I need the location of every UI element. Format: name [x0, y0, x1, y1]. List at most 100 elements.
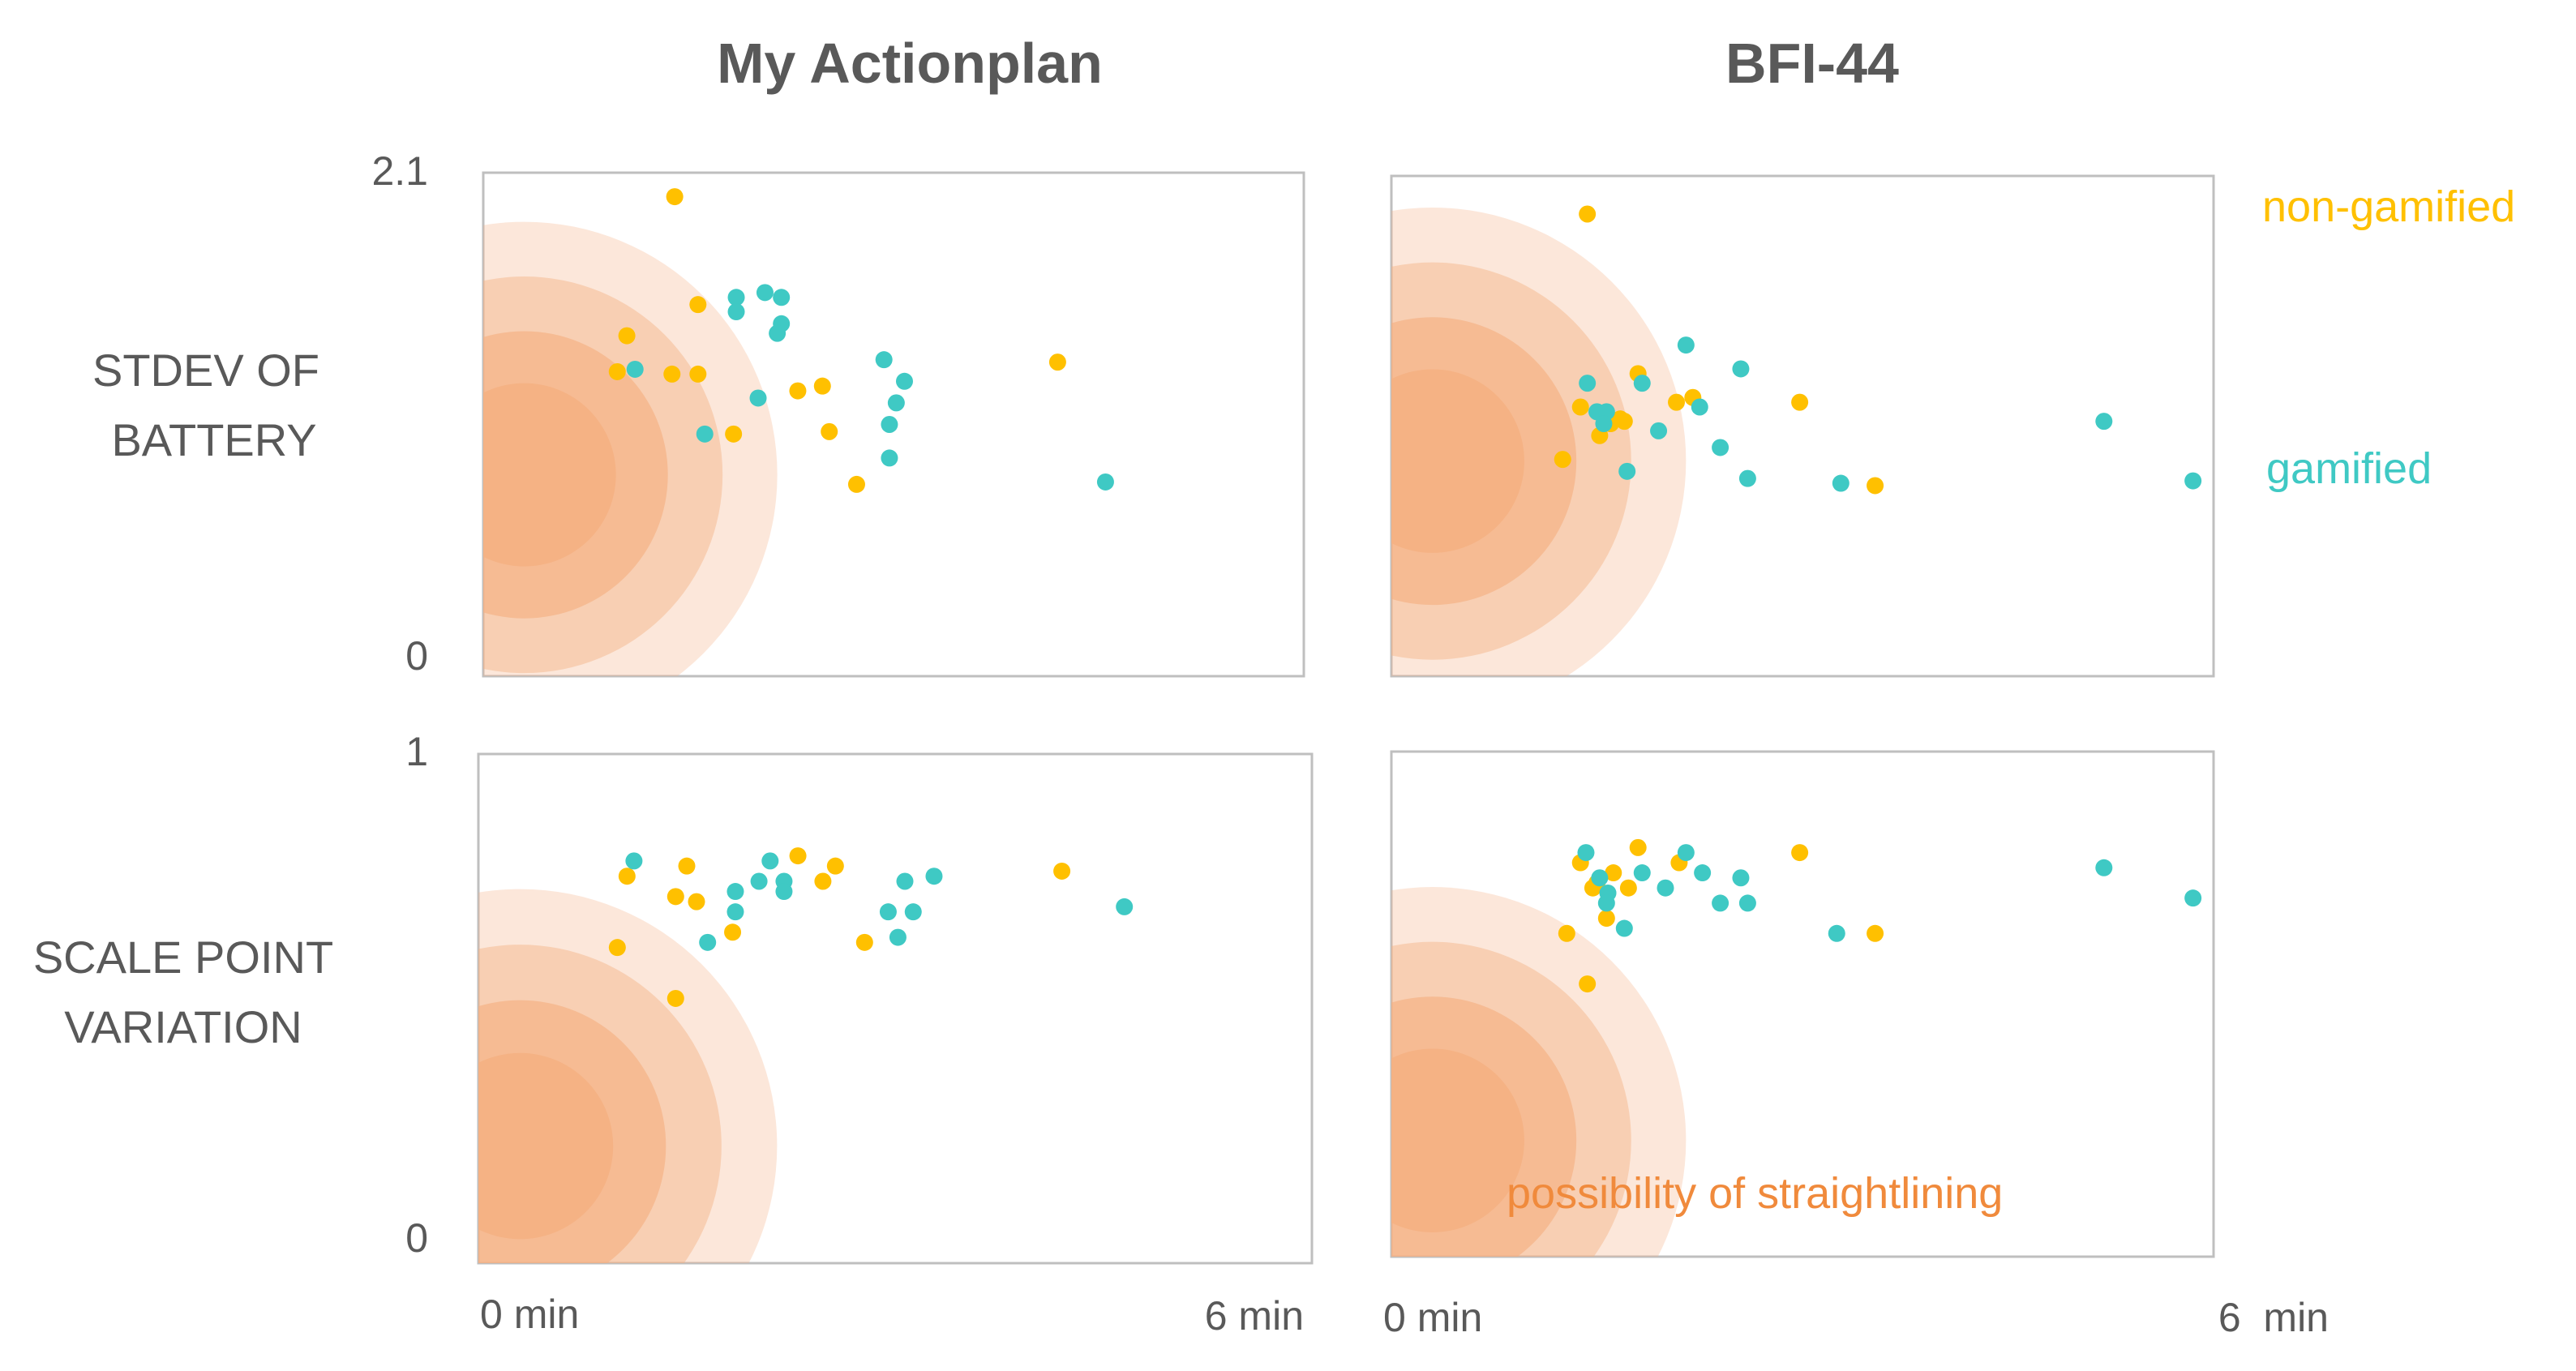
y-tick-bottom-row2: 0 — [405, 1215, 428, 1261]
data-point-gamified — [881, 416, 898, 433]
data-point-gamified — [1633, 864, 1651, 882]
data-point-gamified — [875, 351, 893, 369]
data-point-gamified — [626, 360, 644, 378]
data-point-gamified — [1615, 919, 1633, 937]
data-point-non-gamified — [1048, 353, 1066, 371]
data-point-non-gamified — [618, 327, 636, 345]
series-non-gamified-actionplan-stdev — [608, 188, 1066, 493]
legend-gamified: gamified — [2266, 444, 2432, 493]
data-point-gamified — [1677, 844, 1695, 862]
straightlining-ring — [483, 383, 616, 567]
data-point-non-gamified — [618, 868, 636, 885]
data-point-gamified — [1677, 336, 1695, 354]
data-point-non-gamified — [1579, 205, 1597, 223]
y-tick-top-row1: 2.1 — [371, 148, 428, 194]
data-point-non-gamified — [1867, 477, 1884, 495]
series-gamified-bfi-scale — [1577, 844, 2202, 942]
data-point-gamified — [775, 883, 793, 901]
data-point-non-gamified — [1615, 413, 1633, 431]
y-tick-top-row2: 1 — [405, 729, 428, 774]
data-point-non-gamified — [725, 425, 743, 443]
data-point-non-gamified — [847, 475, 865, 493]
data-point-gamified — [896, 872, 914, 890]
data-point-non-gamified — [789, 847, 807, 865]
data-point-gamified — [1579, 375, 1597, 392]
x-tick-right-col2: 6 min — [2218, 1295, 2329, 1340]
x-tick-right-col1: 6 min — [1205, 1293, 1304, 1339]
data-point-non-gamified — [678, 857, 696, 875]
data-point-gamified — [895, 372, 913, 390]
straightlining-annotation: possibility of straightlining — [1507, 1169, 2003, 1218]
data-point-gamified — [881, 449, 898, 467]
data-point-gamified — [1712, 439, 1729, 456]
data-point-non-gamified — [667, 888, 684, 906]
data-point-non-gamified — [1629, 838, 1647, 856]
data-point-gamified — [699, 933, 717, 951]
straightlining-zone-actionplan-scale — [478, 889, 778, 1263]
data-point-non-gamified — [826, 857, 844, 875]
data-point-gamified — [904, 903, 922, 921]
data-point-non-gamified — [1554, 451, 1571, 469]
data-point-gamified — [1597, 894, 1615, 912]
data-point-gamified — [773, 289, 791, 306]
row-label-stdev-line2: BATTERY — [111, 414, 316, 465]
data-point-non-gamified — [1605, 864, 1622, 882]
data-point-non-gamified — [666, 188, 684, 206]
data-point-non-gamified — [688, 893, 705, 910]
data-point-gamified — [1618, 462, 1636, 480]
series-gamified-actionplan-stdev — [626, 284, 1114, 491]
data-point-non-gamified — [1571, 398, 1589, 416]
x-tick-left-col2: 0 min — [1383, 1295, 1482, 1340]
data-point-gamified — [1691, 398, 1708, 416]
data-point-gamified — [1633, 375, 1651, 392]
data-point-gamified — [879, 903, 897, 921]
data-point-non-gamified — [667, 989, 684, 1007]
data-point-gamified — [1657, 879, 1674, 897]
data-point-non-gamified — [814, 872, 832, 890]
data-point-gamified — [756, 284, 774, 302]
data-point-non-gamified — [1579, 975, 1597, 993]
data-point-gamified — [749, 389, 767, 407]
column-title-bfi-44: BFI-44 — [1725, 32, 1899, 95]
data-point-non-gamified — [1597, 910, 1615, 928]
data-point-non-gamified — [821, 422, 838, 440]
data-point-gamified — [727, 883, 744, 901]
data-point-gamified — [2184, 472, 2202, 490]
straightlining-ring — [1391, 369, 1524, 553]
x-tick-left-col1: 0 min — [480, 1292, 579, 1337]
data-point-non-gamified — [813, 377, 831, 395]
data-point-non-gamified — [1668, 393, 1686, 411]
data-point-gamified — [887, 394, 905, 412]
data-point-gamified — [2184, 889, 2202, 907]
straightlining-ring — [1391, 1048, 1524, 1232]
data-point-non-gamified — [608, 939, 626, 957]
series-gamified-bfi-stdev — [1579, 336, 2202, 492]
data-point-gamified — [1577, 844, 1595, 862]
data-point-non-gamified — [724, 923, 742, 941]
straightlining-zone-actionplan-stdev — [483, 221, 778, 676]
data-point-gamified — [1595, 415, 1613, 433]
row-label-scale-point-line1: SCALE POINT — [33, 932, 333, 983]
series-non-gamified-bfi-scale — [1558, 838, 1884, 993]
data-point-gamified — [2095, 859, 2113, 876]
straightlining-ring — [478, 1052, 614, 1240]
data-point-gamified — [696, 425, 714, 443]
data-point-gamified — [1712, 894, 1729, 912]
data-point-gamified — [889, 928, 907, 946]
data-point-gamified — [727, 289, 745, 306]
data-point-gamified — [750, 872, 768, 890]
data-point-gamified — [1116, 898, 1134, 915]
data-point-non-gamified — [1867, 924, 1884, 942]
straightlining-zone-bfi-stdev — [1391, 208, 1687, 676]
data-point-non-gamified — [663, 365, 681, 383]
data-point-gamified — [1591, 869, 1609, 887]
data-point-non-gamified — [855, 933, 873, 951]
data-point-gamified — [1738, 469, 1756, 487]
data-point-non-gamified — [1619, 879, 1637, 897]
series-non-gamified-actionplan-scale — [608, 847, 1071, 1007]
data-point-gamified — [769, 324, 787, 342]
data-point-gamified — [2095, 413, 2113, 431]
data-point-non-gamified — [1791, 844, 1809, 862]
data-point-gamified — [1096, 473, 1114, 491]
